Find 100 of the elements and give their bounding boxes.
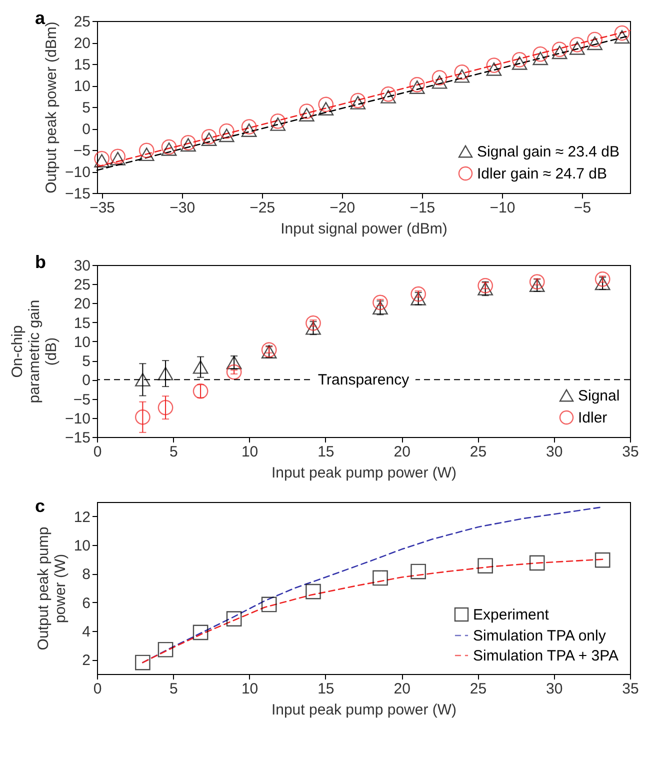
point: [350, 92, 366, 108]
point: [512, 52, 528, 68]
point: [380, 90, 396, 104]
point: [138, 142, 154, 158]
x-tick-label: 0: [93, 680, 102, 698]
y-tick-label: 0: [82, 121, 90, 138]
y-tick-label: −15: [65, 186, 90, 202]
x-tick-label: 0: [93, 444, 102, 460]
y-axis-title: Output peak pump power (W): [34, 526, 69, 650]
point: [241, 123, 257, 137]
chart-title: a: [35, 8, 46, 28]
x-tick-label: −30: [170, 200, 196, 216]
x-tick-label: 5: [169, 680, 178, 698]
point: [552, 46, 568, 60]
point: [226, 356, 242, 370]
point: [270, 114, 286, 129]
point: [94, 154, 110, 168]
point: [529, 274, 545, 290]
point: [158, 400, 174, 416]
point: [306, 584, 321, 600]
point: [454, 69, 470, 83]
x-axis-title: Input peak pump power (W): [271, 464, 457, 482]
point: [372, 294, 388, 310]
x-tick-label: 5: [169, 444, 178, 460]
point: [570, 41, 585, 55]
x-tick-label: −35: [90, 200, 116, 216]
x-tick-label: −25: [250, 200, 276, 216]
point: [614, 30, 630, 44]
point: [486, 62, 502, 76]
y-tick-label: 20: [74, 35, 90, 52]
point: [261, 596, 277, 612]
y-axis-title: On-chip parametric gain (dB): [9, 300, 60, 404]
point: [432, 75, 448, 89]
x-tick-label: 10: [241, 680, 258, 698]
point: [410, 292, 426, 306]
point: [350, 96, 366, 110]
y-tick-label: 5: [82, 100, 90, 116]
point: [218, 128, 234, 142]
point: [594, 552, 610, 568]
y-tick-label: −10: [65, 164, 90, 181]
y-tick-label: 12: [74, 508, 90, 526]
legend-label: Simulation TPA + 3PA: [473, 648, 618, 664]
y-tick-label: 6: [82, 594, 90, 612]
y-tick-label: 2: [82, 652, 90, 670]
point: [110, 152, 126, 166]
point: [380, 86, 396, 102]
point: [192, 624, 208, 640]
point: [110, 148, 126, 164]
point: [512, 56, 528, 70]
point: [486, 58, 502, 73]
x-axis-title: Input peak pump power (W): [271, 702, 457, 718]
x-tick-label: −5: [574, 200, 592, 216]
x-tick-label: −20: [330, 200, 356, 216]
y-tick-label: 10: [74, 78, 90, 95]
point: [454, 64, 470, 80]
point: [410, 564, 426, 580]
point: [372, 570, 388, 586]
legend-label: Idler: [578, 410, 608, 426]
point: [161, 142, 177, 156]
y-tick-label: 25: [74, 14, 90, 30]
legend-label: Idler gain ≈ 24.7 dB: [477, 166, 607, 182]
y-tick-label: 15: [74, 314, 90, 332]
point: [180, 135, 196, 150]
point: [372, 301, 388, 315]
y-tick-label: −5: [73, 391, 90, 408]
point: [587, 36, 602, 50]
point: [299, 108, 314, 122]
point: [478, 282, 493, 296]
y-tick-label: 10: [74, 334, 90, 351]
legend-label: Experiment: [473, 606, 550, 624]
point: [218, 123, 234, 139]
point: [192, 360, 208, 374]
legend-label: Simulation TPA only: [473, 628, 606, 644]
point: [570, 36, 585, 52]
point: [306, 315, 321, 331]
point: [552, 42, 568, 58]
point: [409, 80, 425, 94]
x-tick-label: 25: [470, 680, 487, 698]
point: [261, 345, 277, 358]
y-tick-label: −5: [73, 142, 90, 160]
y-tick-label: 15: [74, 56, 90, 74]
point: [478, 278, 493, 294]
x-tick-label: 25: [470, 444, 487, 460]
point: [135, 409, 150, 425]
y-tick-label: 5: [82, 353, 90, 370]
point: [226, 364, 242, 380]
point: [192, 383, 208, 399]
legend-label: Signal: [578, 388, 620, 404]
point: [138, 148, 154, 162]
x-tick-label: 10: [241, 444, 258, 460]
point: [135, 372, 150, 386]
point: [478, 558, 493, 574]
point: [306, 321, 321, 335]
point: [529, 278, 545, 292]
x-tick-label: 20: [394, 444, 410, 460]
point: [529, 555, 545, 571]
y-tick-label: −10: [65, 410, 90, 428]
chart-title: c: [35, 496, 46, 516]
point: [318, 102, 334, 116]
point: [318, 96, 334, 112]
